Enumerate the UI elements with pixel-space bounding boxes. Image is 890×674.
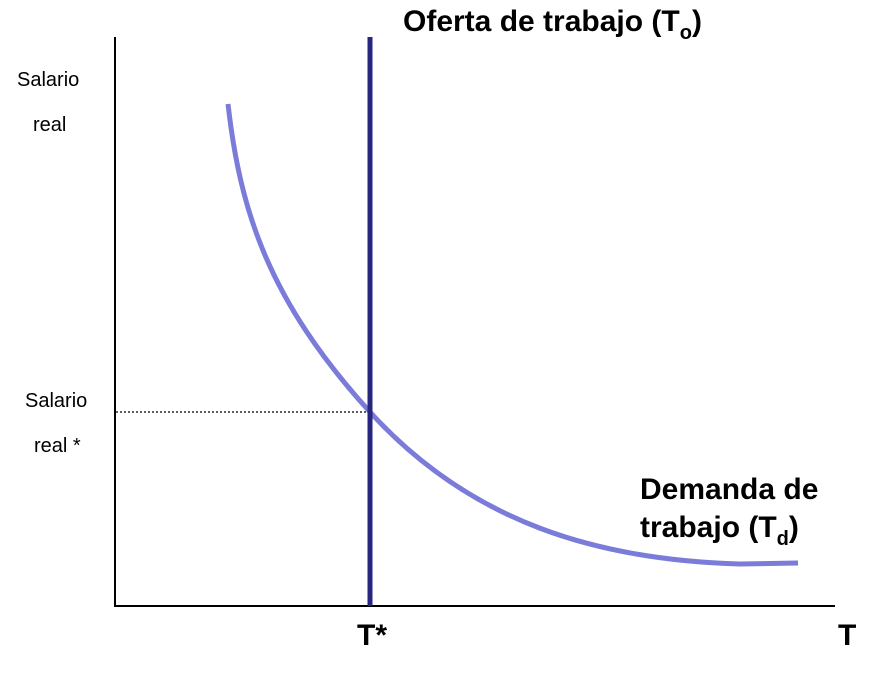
supply-series-label: Oferta de trabajo (To) xyxy=(403,5,702,44)
y-axis-label-line-2: real xyxy=(33,114,67,136)
x-axis-label: T xyxy=(838,619,857,652)
equilibrium-wage-label-line-2: real * xyxy=(34,435,81,457)
demand-series-label-line-2: trabajo (Td) xyxy=(640,509,818,550)
supply-series-subscript: o xyxy=(679,22,692,44)
demand-series-close: ) xyxy=(788,511,799,544)
y-axis-label: Salario real xyxy=(17,58,79,148)
equilibrium-quantity-label: T* xyxy=(357,619,387,652)
supply-series-close: ) xyxy=(691,5,702,38)
demand-series-label-line-2-text: trabajo (T xyxy=(640,511,777,544)
demand-series-label: Demanda de trabajo (Td) xyxy=(640,471,818,550)
y-axis-label-line-1: Salario xyxy=(17,69,80,91)
demand-series-label-line-1: Demanda de xyxy=(640,473,819,506)
equilibrium-wage-label-line-1: Salario xyxy=(25,390,88,412)
equilibrium-wage-label: Salario real * xyxy=(25,379,87,469)
demand-curve xyxy=(225,103,799,567)
supply-series-label-text: Oferta de trabajo (T xyxy=(403,5,680,38)
demand-series-subscript: d xyxy=(776,528,789,550)
